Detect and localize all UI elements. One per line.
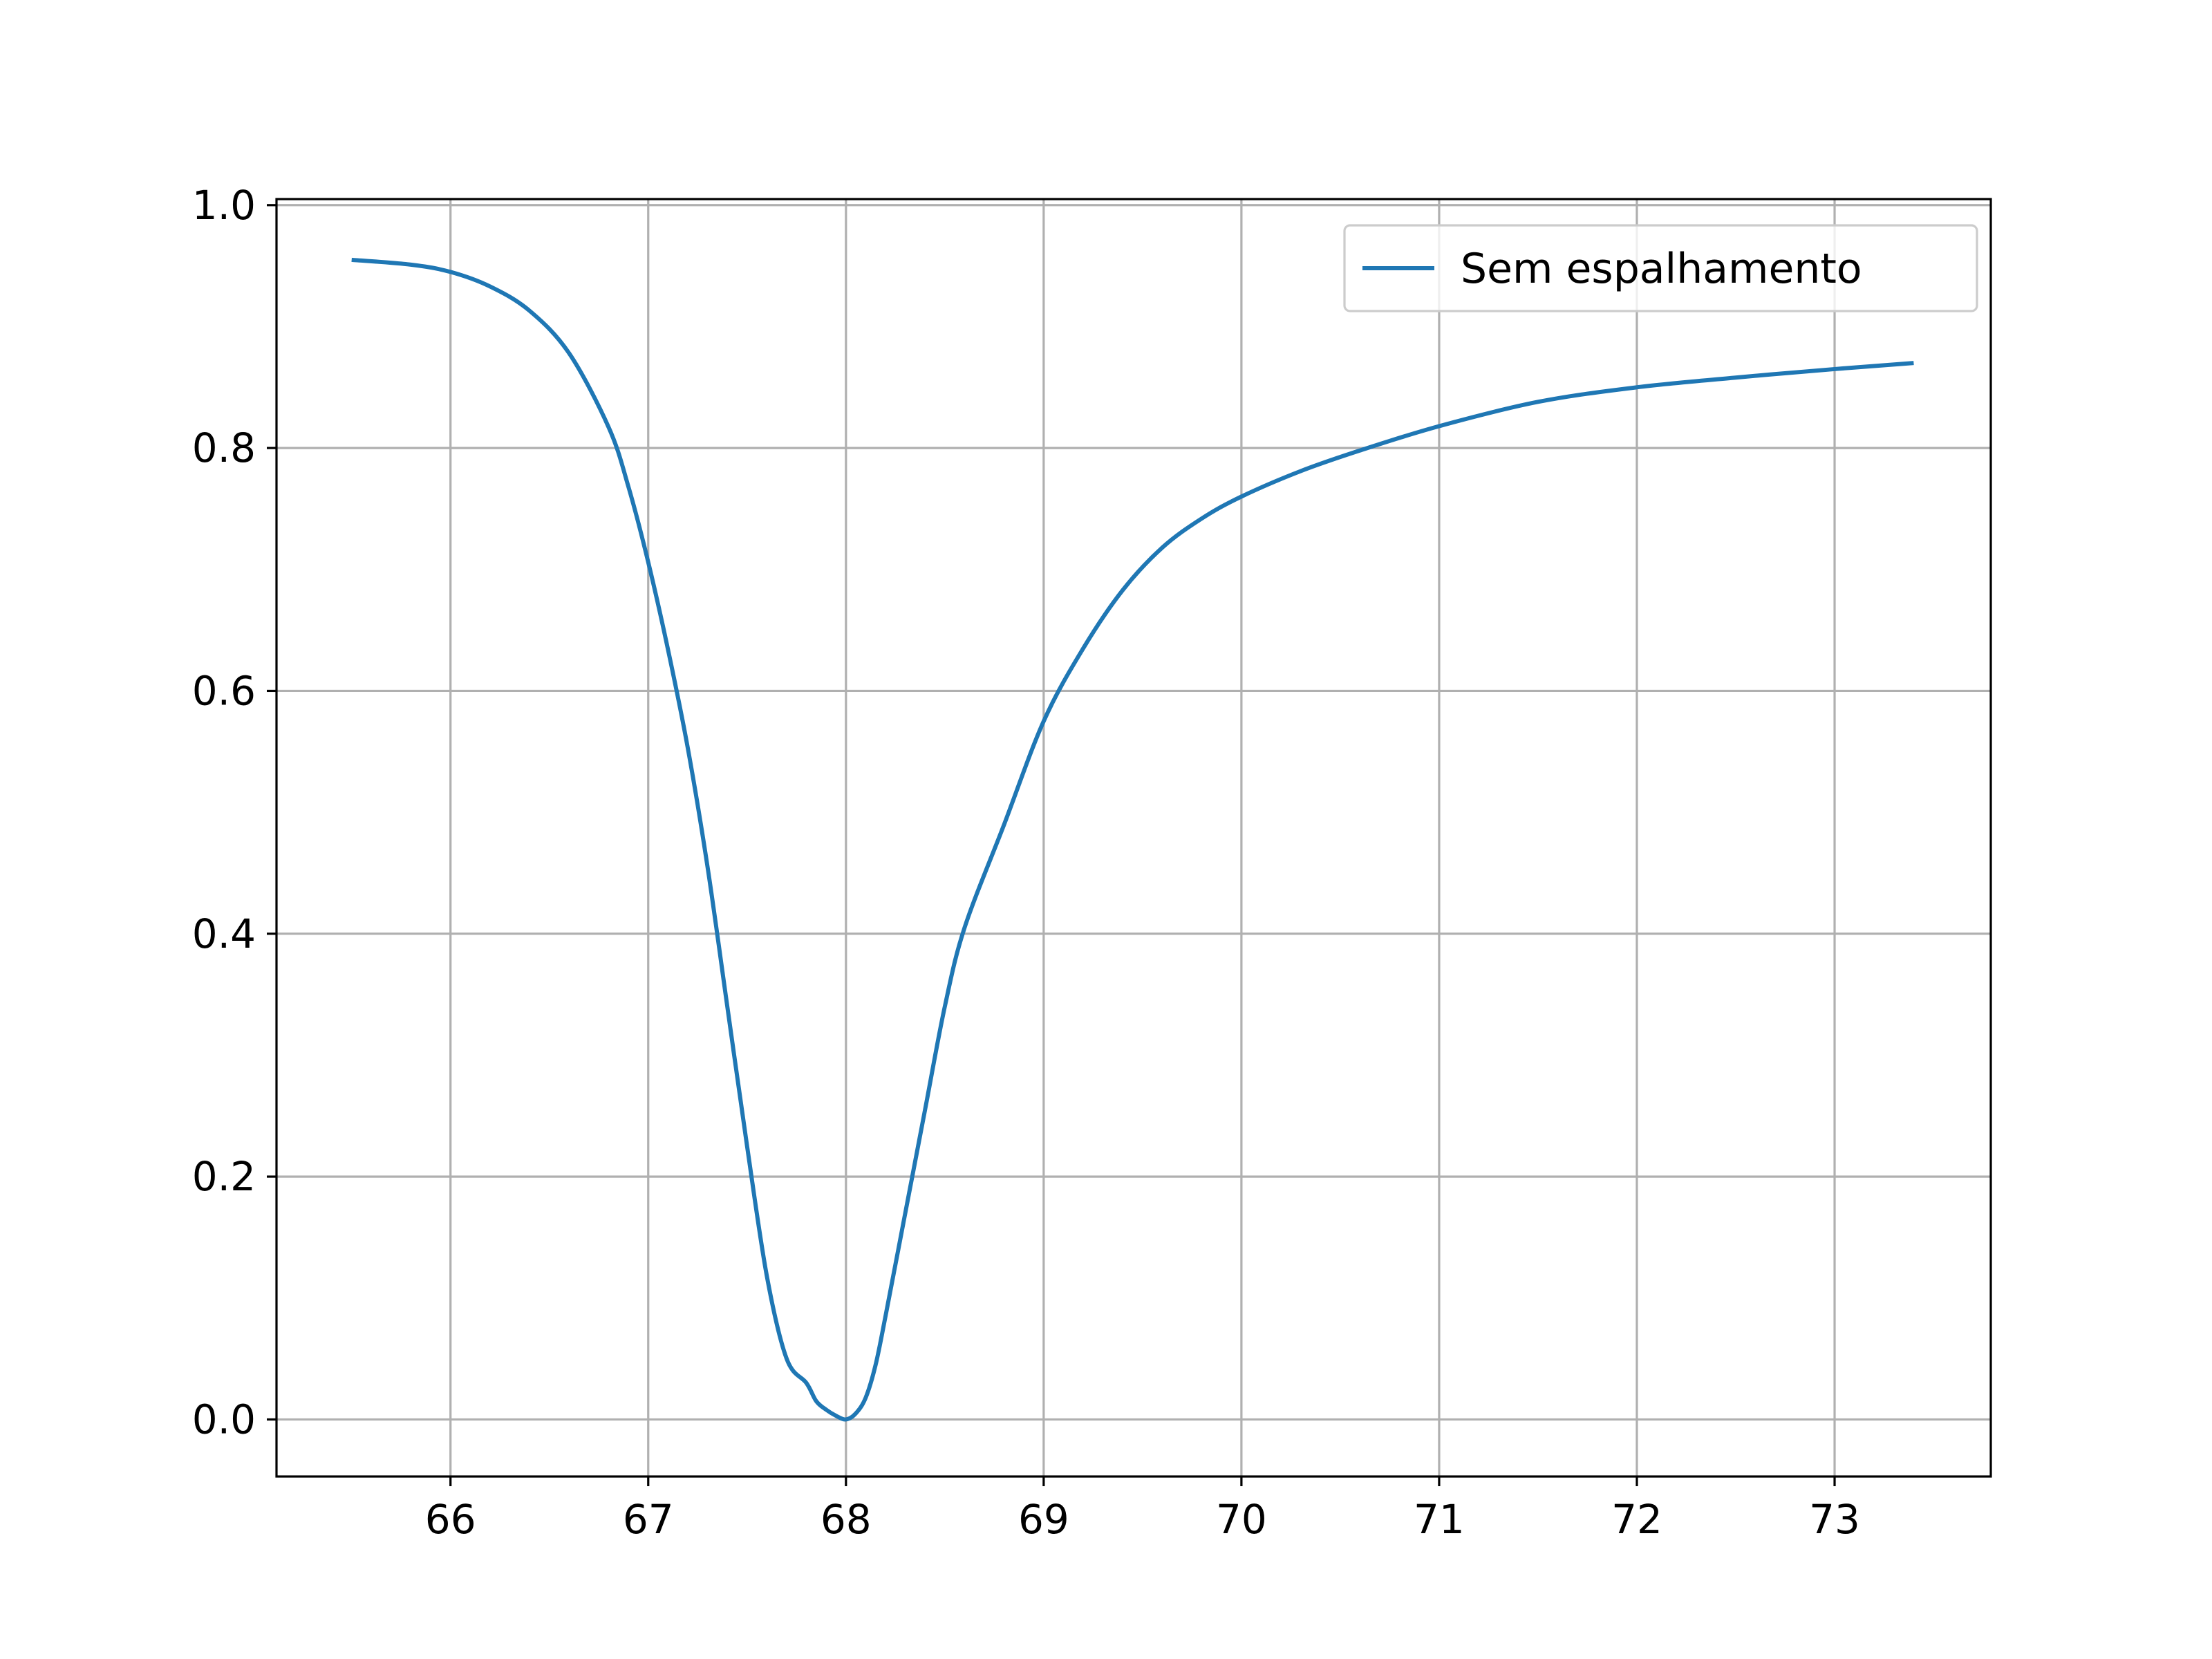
x-tick-label: 68 [821,1496,872,1543]
legend-box [1343,224,1978,312]
x-tick-label: 69 [1018,1496,1069,1543]
axis-ticks: 66 67 68 69 70 71 72 73 0.0 0.2 0.4 0.6 0.8 1.0 [192,182,1860,1543]
x-tick-label: 67 [623,1496,674,1543]
x-tick-label: 73 [1809,1496,1860,1543]
x-tick-label: 71 [1414,1496,1465,1543]
x-tick-label: 66 [425,1496,476,1543]
y-tick-label: 1.0 [192,182,256,229]
series-line-0 [351,257,1914,1422]
plot-area [276,199,1991,1477]
y-tick-label: 0.2 [192,1153,256,1200]
x-tick-label: 72 [1611,1496,1662,1543]
y-tick-label: 0.4 [192,910,256,957]
legend: Sem espalhamento [1343,224,1978,312]
series-layer [351,257,1914,1422]
grid-lines [276,199,1991,1477]
x-tick-label: 70 [1216,1496,1267,1543]
plot-frame [275,198,1992,1478]
y-tick-label: 0.6 [192,667,256,714]
legend-label: Sem espalhamento [1461,245,1862,293]
y-tick-label: 0.0 [192,1396,256,1443]
y-tick-label: 0.8 [192,424,256,471]
